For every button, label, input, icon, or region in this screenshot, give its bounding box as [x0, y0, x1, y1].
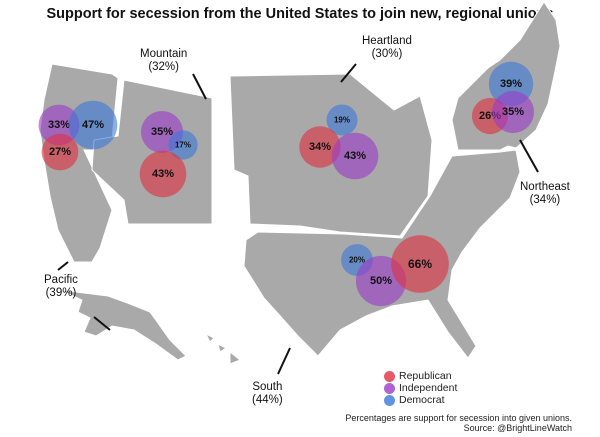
bubble-pacific-independent: [38, 104, 80, 146]
region-name-south: South: [252, 381, 283, 393]
legend-swatch-republican: [384, 370, 395, 382]
region-shape-south: [243, 149, 521, 359]
region-pct-northeast: (34%): [529, 194, 561, 206]
leader-line-alaska: [93, 316, 111, 331]
bubble-south-republican: [391, 235, 449, 293]
leader-line-south: [277, 347, 291, 375]
bubble-label-heartland-independent: 43%: [344, 150, 366, 162]
region-name-heartland: Heartland: [362, 35, 412, 47]
legend-swatch-democrat: [384, 394, 395, 406]
legend-label-independent: Independent: [399, 382, 458, 394]
region-shapes: [39, 1, 561, 365]
bubble-label-pacific-republican: 27%: [49, 146, 71, 158]
bubble-heartland-independent: [331, 132, 379, 180]
bubble-label-pacific-independent: 33%: [48, 119, 70, 131]
bubble-mountain-democrat: [168, 130, 198, 160]
bubble-heartland-republican: [299, 126, 341, 168]
leader-line-heartland: [340, 63, 357, 83]
bubble-label-heartland-democrat: 19%: [334, 116, 350, 125]
legend-item-republican: Republican: [384, 370, 457, 382]
region-label-northeast: Northeast (34%): [520, 181, 570, 207]
legend: Republican Independent Democrat: [384, 370, 457, 406]
bubble-label-northeast-democrat: 39%: [500, 78, 522, 90]
leader-line-pacific: [57, 261, 69, 271]
leader-line-mountain: [192, 73, 207, 100]
bubble-pacific-democrat: [68, 100, 118, 150]
region-pct-heartland: (30%): [371, 48, 403, 60]
region-label-heartland: Heartland (30%): [362, 35, 412, 61]
region-shape-alaska: [59, 289, 187, 361]
bubble-northeast-independent: [492, 91, 534, 133]
bubble-label-south-republican: 66%: [408, 257, 432, 271]
bubble-heartland-democrat: [326, 104, 358, 136]
legend-item-democrat: Democrat: [384, 394, 457, 406]
legend-swatch-independent: [384, 382, 395, 394]
region-label-south: South (44%): [252, 381, 283, 407]
legend-label-democrat: Democrat: [399, 394, 445, 406]
bubble-mountain-republican: [139, 150, 187, 198]
legend-item-independent: Independent: [384, 382, 457, 394]
bubble-label-northeast-independent: 35%: [502, 106, 524, 118]
bubble-label-heartland-republican: 34%: [309, 141, 331, 153]
region-shape-hawaii: [204, 332, 241, 365]
bubble-label-south-democrat: 20%: [349, 256, 365, 265]
region-pct-pacific: (39%): [45, 287, 77, 299]
region-name-northeast: Northeast: [520, 181, 570, 193]
region-label-mountain: Mountain (32%): [140, 48, 187, 74]
bubble-label-mountain-republican: 43%: [152, 168, 174, 180]
region-label-pacific: Pacific (39%): [44, 274, 78, 300]
region-name-mountain: Mountain: [140, 48, 188, 60]
region-pct-south: (44%): [252, 394, 283, 406]
bubble-label-mountain-democrat: 17%: [175, 141, 191, 150]
leader-line-northeast: [519, 139, 539, 173]
footnote: Percentages are support for secession in…: [345, 413, 572, 433]
bubble-layer: 33% 47%27%35%17%43%19%34%43%39%26% 35%20%5…: [38, 61, 534, 307]
footnote-note: Percentages are support for secession in…: [345, 413, 572, 423]
map-title: Support for secession from the United St…: [46, 6, 554, 22]
region-name-pacific: Pacific: [44, 274, 78, 286]
bubble-label-pacific-democrat: 47%: [82, 119, 104, 131]
region-pct-mountain: (32%): [148, 61, 179, 73]
footnote-source: Source: @BrightLineWatch: [463, 423, 572, 433]
legend-label-republican: Republican: [399, 370, 452, 382]
bubble-label-south-independent: 50%: [370, 275, 392, 287]
bubble-label-mountain-independent: 35%: [151, 126, 173, 138]
bubble-pacific-republican: [41, 133, 79, 171]
